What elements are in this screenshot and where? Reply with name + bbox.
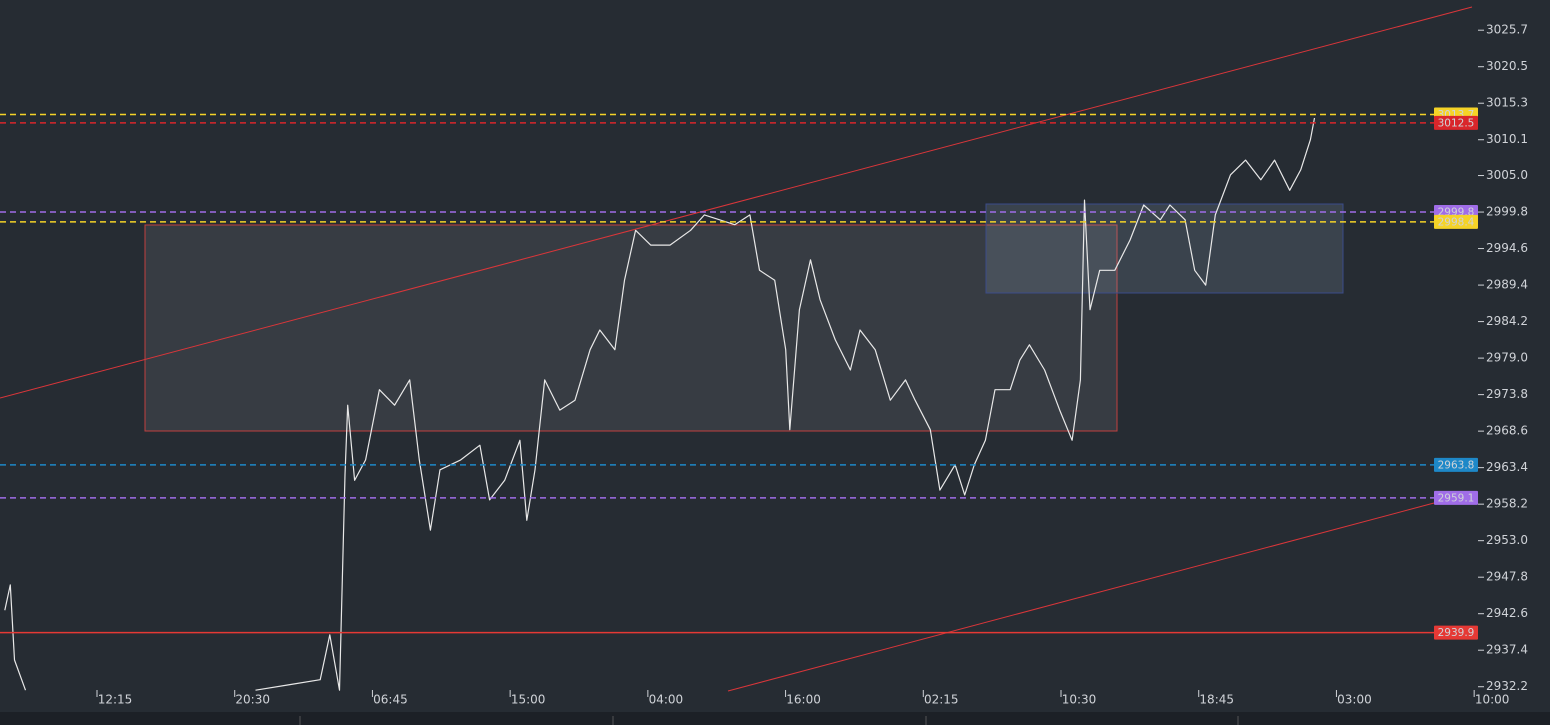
level-tag-label: 2963.8 [1438, 459, 1475, 471]
level-tag [1434, 115, 1478, 130]
level-tag [1434, 457, 1478, 472]
y-tick-label: 2979.0 [1486, 351, 1528, 365]
trend-line [727, 502, 1435, 692]
range-box [985, 203, 1344, 294]
x-tick-label: 04:00 [649, 693, 684, 707]
y-tick-label: 2942.6 [1486, 606, 1528, 620]
y-tick-label: 2953.0 [1486, 533, 1528, 547]
y-tick-label: 2984.2 [1486, 314, 1528, 328]
level-tag [1434, 625, 1478, 640]
level-tag [1434, 214, 1478, 229]
y-tick-label: 3010.1 [1486, 132, 1528, 146]
x-tick-label: 02:15 [924, 693, 959, 707]
level-tag-label: 2959.1 [1438, 492, 1475, 504]
range-box [144, 224, 1118, 432]
x-tick-label: 18:45 [1199, 693, 1234, 707]
x-tick-label: 20:30 [235, 693, 270, 707]
bottom-strip [0, 712, 1550, 725]
drawings [0, 6, 1473, 692]
y-tick-label: 2958.2 [1486, 497, 1528, 511]
y-tick-label: 2963.4 [1486, 460, 1528, 474]
y-tick-label: 3005.0 [1486, 168, 1528, 182]
level-tag [1434, 490, 1478, 505]
x-tick-label: 12:15 [98, 693, 133, 707]
x-tick-label: 10:30 [1062, 693, 1097, 707]
y-tick-label: 2937.4 [1486, 643, 1528, 657]
level-tag-label: 2998.4 [1438, 216, 1475, 228]
y-tick-label: 3020.5 [1486, 59, 1528, 73]
y-tick-label: 2968.6 [1486, 424, 1528, 438]
x-tick-label: 06:45 [373, 693, 408, 707]
y-tick-label: 3025.7 [1486, 23, 1528, 37]
y-tick-label: 2999.8 [1486, 205, 1528, 219]
x-tick-label: 10:00 [1475, 693, 1510, 707]
level-tag-label: 2939.9 [1438, 627, 1475, 639]
y-tick-label: 2932.2 [1486, 679, 1528, 693]
y-tick-label: 2947.8 [1486, 570, 1528, 584]
y-tick-label: 3015.3 [1486, 96, 1528, 110]
price-line [4, 117, 1316, 691]
y-tick-label: 2973.8 [1486, 387, 1528, 401]
trend-line [0, 6, 1473, 399]
level-tag-label: 3012.5 [1438, 117, 1475, 129]
x-tick-label: 16:00 [786, 693, 821, 707]
y-tick-label: 2989.4 [1486, 278, 1528, 292]
x-tick-label: 15:00 [511, 693, 546, 707]
y-tick-label: 2994.6 [1486, 241, 1528, 255]
x-tick-label: 03:00 [1337, 693, 1372, 707]
